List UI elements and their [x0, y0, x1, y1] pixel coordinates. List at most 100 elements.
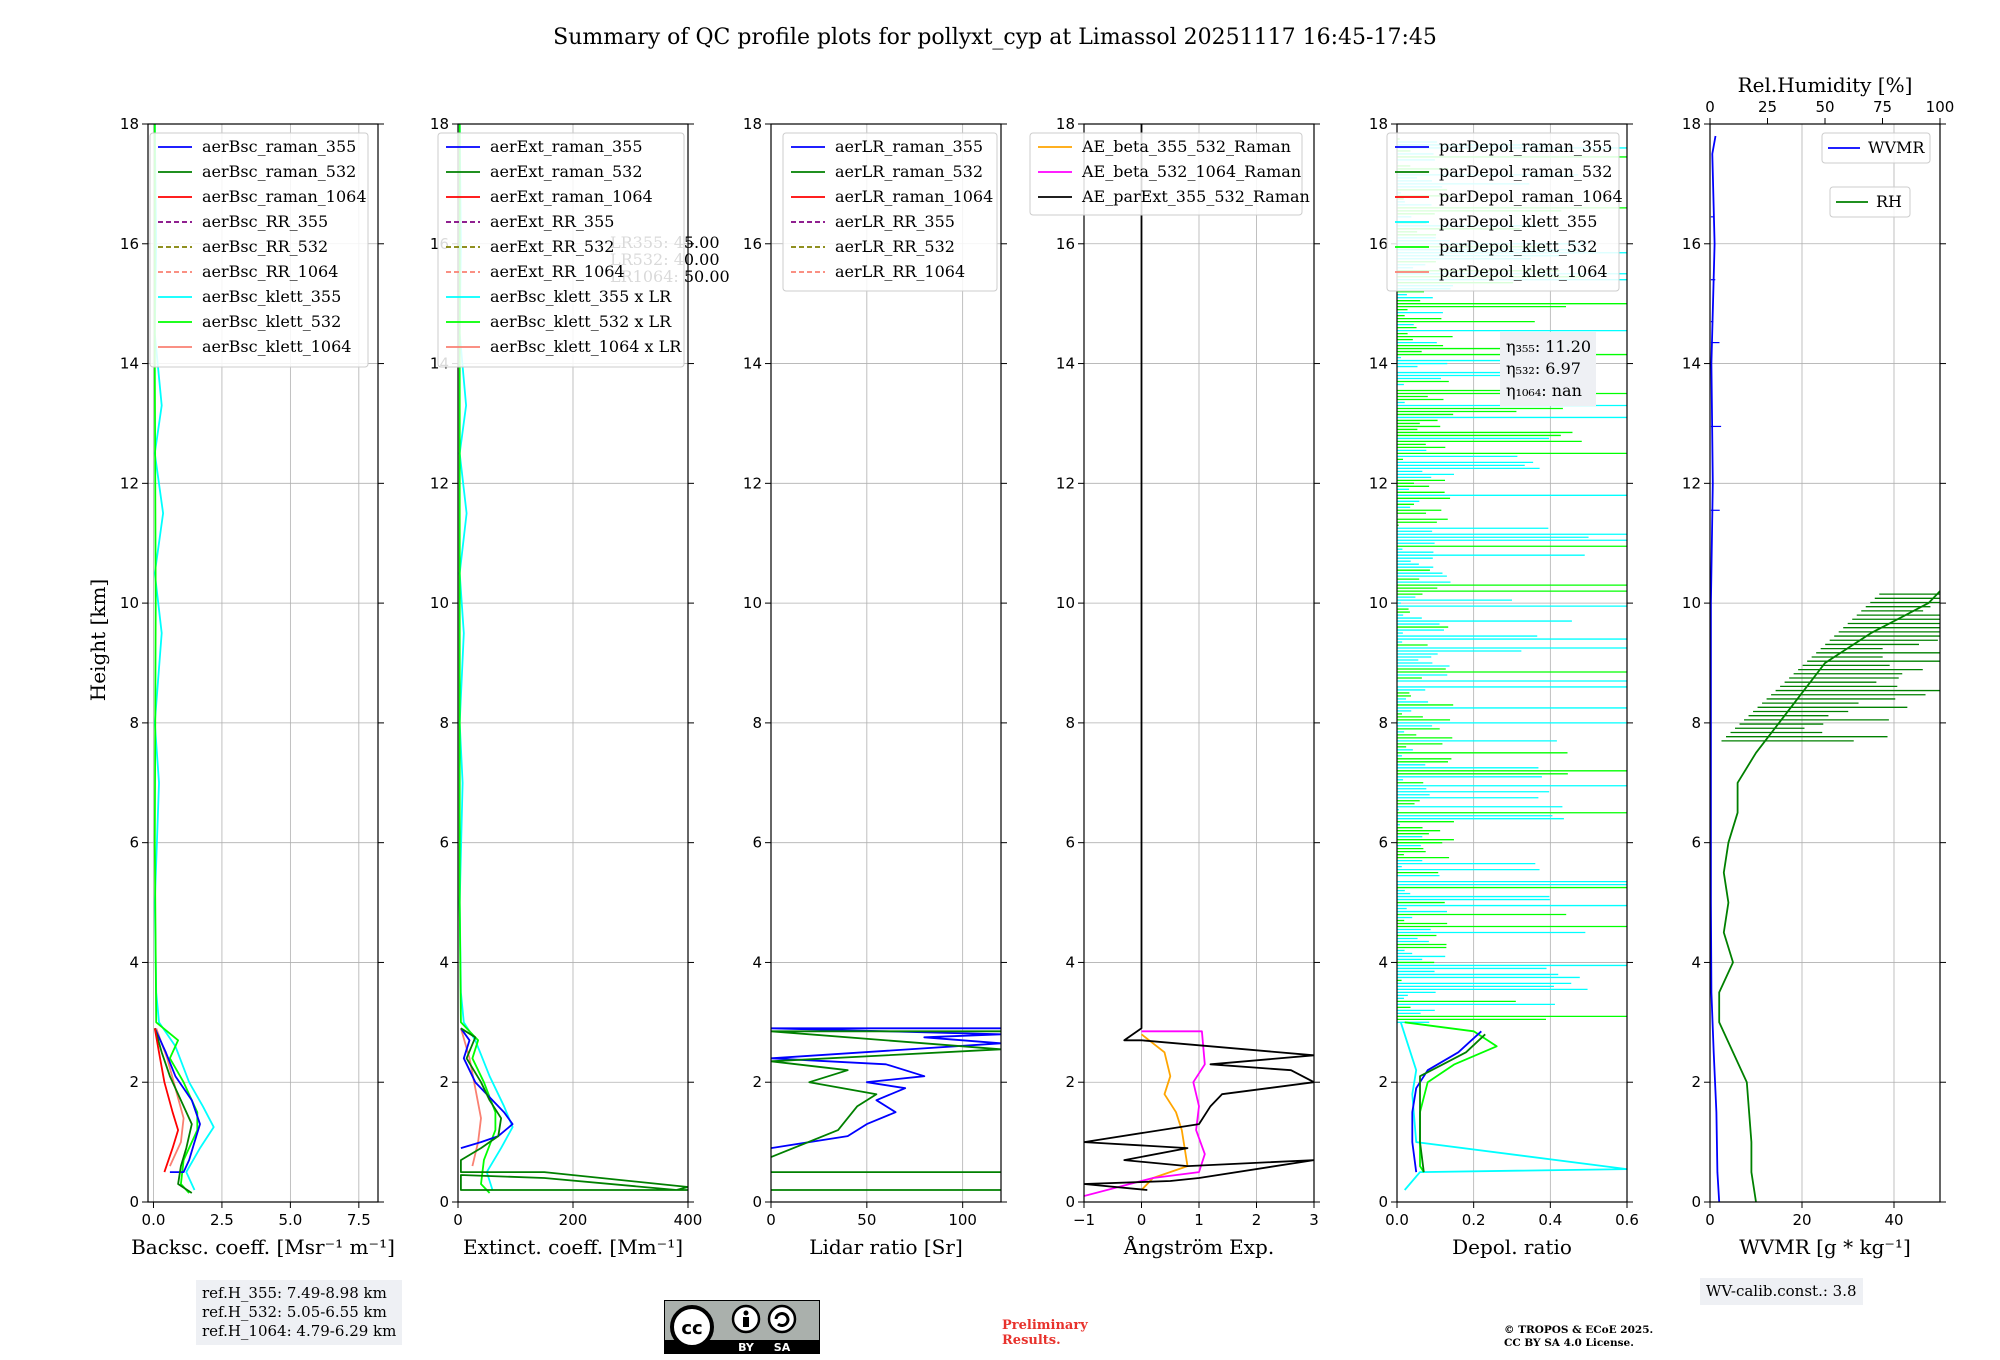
legend-label: aerLR_RR_1064 — [835, 262, 965, 281]
x-tick-label: 0.4 — [1538, 1211, 1562, 1229]
y-tick-label: 2 — [1691, 1073, 1701, 1091]
series-AE_parExt_355_532_Raman — [1084, 124, 1314, 1191]
y-tick-label: 10 — [120, 594, 139, 612]
top-x-tick-label: 25 — [1758, 98, 1777, 116]
x-tick-label: 2.5 — [210, 1211, 234, 1229]
copyright-note: © TROPOS & ECoE 2025. CC BY SA 4.0 Licen… — [1504, 1324, 1653, 1350]
cc-logo-icon — [670, 1305, 714, 1349]
legend-label: aerBsc_raman_1064 — [202, 187, 367, 206]
y-tick-label: 18 — [120, 115, 139, 133]
y-tick-label: 4 — [1378, 953, 1388, 971]
legend-label: parDepol_klett_1064 — [1439, 262, 1608, 281]
y-tick-label: 18 — [1682, 115, 1701, 133]
legend-label: aerBsc_RR_355 — [202, 212, 328, 231]
x-tick-label: 100 — [948, 1211, 977, 1229]
y-tick-label: 14 — [1369, 355, 1388, 373]
x-axis-label-wv: WVMR [g * kg⁻¹] — [1739, 1235, 1911, 1259]
y-tick-label: 10 — [1369, 594, 1388, 612]
y-tick-label: 16 — [1056, 235, 1075, 253]
sa-share-alike-icon — [767, 1304, 797, 1334]
top-x-axis-label: Rel.Humidity [%] — [1738, 73, 1913, 97]
ref-height-1064: ref.H_1064: 4.79-6.29 km — [202, 1322, 397, 1340]
y-tick-label: 16 — [1369, 235, 1388, 253]
y-tick-label: 0 — [439, 1193, 449, 1211]
y-axis-label: Height [km] — [86, 579, 110, 701]
y-tick-label: 0 — [1378, 1193, 1388, 1211]
legend-label: aerBsc_RR_1064 — [202, 262, 338, 281]
y-tick-label: 14 — [1056, 355, 1075, 373]
x-tick-label: 2 — [1252, 1211, 1262, 1229]
legend-label: parDepol_raman_355 — [1439, 137, 1612, 156]
copyright-line-1: © TROPOS & ECoE 2025. — [1504, 1324, 1654, 1336]
y-tick-label: 12 — [1056, 474, 1075, 492]
y-tick-label: 10 — [1682, 594, 1701, 612]
y-tick-label: 2 — [1065, 1073, 1075, 1091]
legend-label: aerBsc_klett_532 — [202, 312, 341, 331]
x-axis-label-ext: Extinct. coeff. [Mm⁻¹] — [463, 1235, 683, 1259]
y-tick-label: 12 — [1369, 474, 1388, 492]
series-WVMR — [1710, 135, 1721, 1202]
panel-bsc: 0 2 4 6 8 10 12 14 16 18 0.0 2.5 5.0 7.5 Backsc. coeff… — [120, 115, 395, 1259]
x-tick-label: 400 — [674, 1211, 703, 1229]
y-tick-label: 6 — [1378, 834, 1388, 852]
reference-heights-box: ref.H_355: 7.49-8.98 km ref.H_532: 5.05-… — [196, 1280, 403, 1345]
x-tick-label: 0.0 — [142, 1211, 166, 1229]
series-aerBsc_raman_532 — [153, 1028, 193, 1194]
legend-label: AE_parExt_355_532_Raman — [1081, 187, 1310, 206]
y-tick-label: 14 — [1682, 355, 1701, 373]
x-tick-label: 20 — [1792, 1211, 1811, 1229]
y-tick-label: 18 — [430, 115, 449, 133]
series-aerExt_raman_355 — [460, 1027, 514, 1149]
rh-noise-traces — [1710, 216, 1940, 742]
legend-label: AE_beta_355_532_Raman — [1081, 137, 1291, 156]
x-tick-label: 1 — [1194, 1211, 1204, 1229]
copyright-line-2: CC BY SA 4.0 License. — [1504, 1337, 1634, 1349]
y-tick-label: 0 — [1691, 1193, 1701, 1211]
series-aerBsc_klett_355 — [153, 124, 215, 1191]
legend-label: aerBsc_raman_355 — [202, 137, 356, 156]
x-axis-label-lr: Lidar ratio [Sr] — [809, 1235, 963, 1259]
legend-label: aerExt_raman_532 — [490, 162, 643, 181]
legend-label: aerLR_raman_355 — [835, 137, 983, 156]
y-tick-label: 10 — [430, 594, 449, 612]
legend-label: aerExt_RR_355 — [490, 212, 614, 231]
top-x-tick-label: 100 — [1926, 98, 1955, 116]
legend-box — [437, 132, 685, 368]
legend-label: AE_beta_532_1064_Raman — [1081, 162, 1301, 181]
y-tick-label: 2 — [1378, 1073, 1388, 1091]
y-tick-label: 14 — [743, 355, 762, 373]
figure-title: Summary of QC profile plots for pollyxt_… — [553, 25, 1437, 50]
legend-label: aerLR_RR_532 — [835, 237, 955, 256]
y-tick-label: 2 — [752, 1073, 762, 1091]
legend-label: aerLR_raman_1064 — [835, 187, 993, 206]
series-aerExt_raman_532 — [459, 1027, 688, 1191]
y-tick-label: 8 — [439, 714, 449, 732]
legend-box — [782, 132, 998, 292]
y-tick-label: 4 — [752, 953, 762, 971]
y-tick-label: 10 — [743, 594, 762, 612]
legend-label: aerExt_raman_1064 — [490, 187, 653, 206]
legend-label: aerExt_raman_355 — [490, 137, 643, 156]
y-tick-label: 4 — [1065, 953, 1075, 971]
x-tick-label: 7.5 — [347, 1211, 371, 1229]
axes-frame — [1396, 123, 1628, 1203]
legend-label: aerBsc_raman_532 — [202, 162, 356, 181]
top-x-tick-label: 75 — [1873, 98, 1892, 116]
legend-label: aerLR_RR_355 — [835, 212, 955, 231]
legend-label: aerBsc_klett_355 — [202, 287, 341, 306]
series-AE_beta_355_532_Raman — [1140, 1033, 1189, 1191]
series-aerLR_raman_532 — [771, 1030, 1001, 1158]
y-tick-label: 16 — [120, 235, 139, 253]
x-axis-label-bsc: Backsc. coeff. [Msr⁻¹ m⁻¹] — [131, 1235, 395, 1259]
legend-label: aerBsc_klett_1064 — [202, 337, 351, 356]
series-aerBsc_klett_532 x LR — [458, 124, 497, 1194]
legend-label: aerBsc_klett_1064 x LR — [490, 337, 682, 356]
series-AE_beta_532_1064_Raman — [1084, 1030, 1206, 1197]
y-tick-label: 4 — [1691, 953, 1701, 971]
y-tick-label: 4 — [129, 953, 139, 971]
y-tick-label: 8 — [1691, 714, 1701, 732]
series-aerLR_raman_355 — [771, 1027, 1001, 1149]
y-tick-label: 8 — [752, 714, 762, 732]
